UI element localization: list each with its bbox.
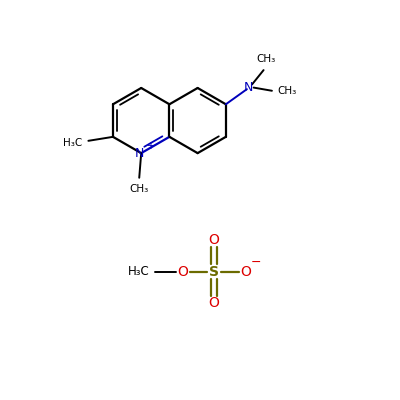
Text: N: N (244, 81, 254, 94)
Text: O: O (240, 264, 251, 278)
Text: +: + (146, 141, 154, 151)
Text: CH₃: CH₃ (130, 184, 149, 194)
Text: CH₃: CH₃ (256, 54, 275, 64)
Text: O: O (178, 264, 188, 278)
Text: H₃C: H₃C (63, 138, 82, 148)
Text: H₃C: H₃C (128, 265, 150, 278)
Text: S: S (209, 264, 219, 278)
Text: N: N (135, 147, 144, 160)
Text: −: − (250, 256, 261, 269)
Text: CH₃: CH₃ (278, 86, 297, 96)
Text: O: O (208, 296, 219, 310)
Text: O: O (208, 233, 219, 247)
